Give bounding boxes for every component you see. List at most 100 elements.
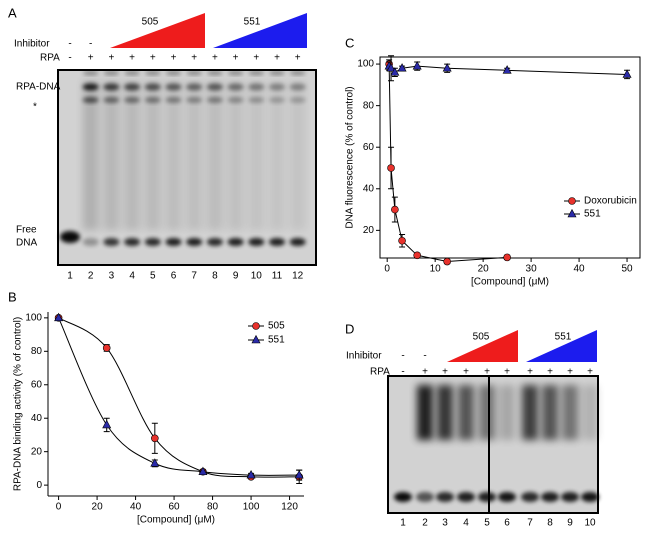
gel-well bbox=[206, 71, 223, 75]
gel-smear bbox=[479, 385, 495, 440]
marker bbox=[622, 69, 632, 78]
band-label: RPA-DNA bbox=[16, 82, 61, 93]
gel-well bbox=[165, 71, 182, 75]
rpa-sign: + bbox=[253, 53, 259, 64]
lane-number: 1 bbox=[400, 518, 406, 529]
gel-band bbox=[124, 238, 141, 246]
y-tick-label: 100 bbox=[357, 59, 374, 70]
x-tick-label: 0 bbox=[56, 502, 62, 513]
gel-smear bbox=[206, 80, 223, 230]
marker bbox=[150, 458, 160, 467]
inhibitor-sign: - bbox=[89, 39, 92, 50]
band-label: Free bbox=[16, 225, 37, 236]
x-tick-label: 40 bbox=[574, 264, 586, 275]
gel-band bbox=[478, 492, 496, 502]
marker bbox=[252, 322, 260, 330]
lane-number: 6 bbox=[504, 518, 510, 529]
rpa-sign: + bbox=[171, 53, 177, 64]
gel-smear bbox=[437, 385, 453, 440]
y-tick-label: 100 bbox=[25, 312, 42, 323]
compound-label: 551 bbox=[555, 332, 572, 343]
gel-smear bbox=[522, 385, 538, 440]
gel-band bbox=[457, 492, 475, 502]
panel-label: C bbox=[345, 35, 354, 50]
y-tick-label: 40 bbox=[31, 413, 43, 424]
rpa-sign: + bbox=[233, 53, 239, 64]
x-tick-label: 50 bbox=[621, 264, 633, 275]
marker bbox=[198, 466, 208, 476]
gel-band bbox=[144, 97, 161, 103]
marker bbox=[568, 197, 576, 205]
rpa-sign: + bbox=[422, 367, 428, 378]
gel-band bbox=[186, 97, 203, 103]
marker bbox=[442, 63, 452, 72]
gel-band bbox=[561, 492, 579, 502]
rpa-sign: + bbox=[212, 53, 218, 64]
band-label: DNA bbox=[16, 238, 37, 249]
gel-well bbox=[269, 71, 285, 75]
gel-band bbox=[82, 238, 99, 246]
gel-smear bbox=[499, 385, 515, 440]
x-tick-label: 100 bbox=[243, 502, 260, 513]
gel-well bbox=[227, 71, 244, 75]
gel-smear bbox=[417, 385, 433, 440]
gel-smear bbox=[227, 80, 244, 230]
lane-number: 8 bbox=[212, 271, 218, 282]
gel-band bbox=[248, 97, 265, 103]
y-axis-label: RPA-DNA binding activity (% of control) bbox=[13, 317, 24, 491]
marker bbox=[246, 469, 256, 479]
lane-number: 12 bbox=[292, 271, 304, 282]
gel-smear bbox=[458, 385, 474, 440]
gel-smear bbox=[289, 80, 306, 230]
lane-number: 10 bbox=[584, 518, 596, 529]
x-tick-label: 20 bbox=[478, 264, 490, 275]
y-tick-label: 80 bbox=[31, 346, 43, 357]
marker bbox=[502, 65, 512, 74]
gel-band bbox=[521, 492, 539, 502]
gel-well bbox=[144, 71, 161, 75]
gel-a bbox=[57, 69, 317, 266]
rpa-sign: + bbox=[129, 53, 135, 64]
y-tick-label: 60 bbox=[31, 379, 43, 390]
gel-well bbox=[103, 71, 120, 75]
y-tick-label: 80 bbox=[363, 100, 375, 111]
gel-well bbox=[248, 71, 265, 75]
concentration-wedge bbox=[110, 13, 205, 48]
panel-label: B bbox=[8, 289, 17, 304]
gel-band bbox=[186, 83, 203, 91]
lane-number: 1 bbox=[67, 271, 73, 282]
y-tick-label: 0 bbox=[36, 480, 42, 491]
gel-band bbox=[144, 238, 161, 246]
marker bbox=[397, 63, 407, 72]
marker bbox=[251, 334, 261, 344]
gel-band bbox=[289, 238, 306, 246]
gel-band bbox=[103, 97, 120, 103]
rpa-sign: + bbox=[88, 53, 94, 64]
gel-band bbox=[206, 97, 223, 103]
y-axis-label: DNA fluorescence (% of control) bbox=[345, 86, 356, 228]
gel-band bbox=[269, 238, 285, 246]
lane-number: 4 bbox=[129, 271, 135, 282]
x-tick-label: 20 bbox=[92, 502, 104, 513]
y-tick-label: 20 bbox=[363, 225, 375, 236]
inhibitor-sign: - bbox=[401, 351, 404, 362]
rpa-sign: + bbox=[295, 53, 301, 64]
rpa-sign: + bbox=[504, 367, 510, 378]
concentration-wedge bbox=[526, 330, 597, 362]
gel-band bbox=[498, 492, 516, 502]
gel-smear bbox=[186, 80, 203, 230]
gel-band bbox=[206, 238, 223, 246]
x-tick-label: 30 bbox=[526, 264, 538, 275]
gel-band bbox=[124, 97, 141, 103]
x-tick-label: 10 bbox=[430, 264, 442, 275]
gel-frame bbox=[387, 375, 599, 514]
gel-band bbox=[103, 238, 120, 246]
gel-band bbox=[60, 231, 80, 243]
legend-label: Doxorubicin bbox=[584, 196, 637, 207]
gel-band bbox=[124, 83, 141, 91]
panel-label: A bbox=[8, 5, 17, 20]
gel-band bbox=[416, 492, 434, 502]
gel-band bbox=[436, 492, 454, 502]
row-label: Inhibitor bbox=[14, 39, 50, 50]
marker bbox=[412, 61, 422, 70]
